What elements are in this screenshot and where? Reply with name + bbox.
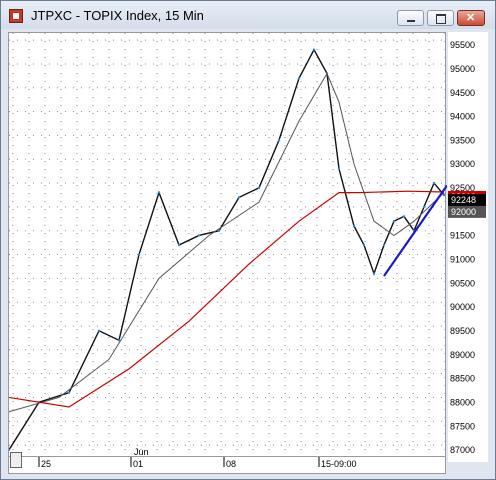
price-point [432, 181, 436, 185]
price-point [352, 224, 356, 228]
grid [9, 33, 447, 457]
y-tick-label: 94500 [450, 88, 475, 98]
minimize-button[interactable] [397, 10, 424, 26]
y-tick-label: 94000 [450, 112, 475, 122]
y-tick-label: 90000 [450, 302, 475, 312]
series-moving-average-long [8, 190, 445, 408]
x-month-label: Jun [134, 447, 149, 457]
y-tick-label: 95500 [450, 40, 475, 50]
y-tick-label: 91500 [450, 231, 475, 241]
y-tick-label: 87000 [450, 445, 475, 455]
price-point [297, 77, 301, 80]
price-point [157, 191, 161, 194]
price-point [312, 48, 316, 51]
y-tick-label: 95000 [450, 64, 475, 74]
price-point [392, 219, 396, 223]
price-label: 92248 [451, 195, 476, 205]
y-tick-label: 89000 [450, 350, 475, 360]
price-point [137, 253, 141, 256]
x-tick-label: 08 [226, 459, 236, 469]
price-chart[interactable]: Jun [7, 33, 448, 457]
price-point [117, 339, 121, 342]
price-point [337, 167, 341, 170]
x-tick-label: 25 [41, 459, 51, 469]
series-trendline [383, 184, 448, 277]
y-tick-label: 88000 [450, 397, 475, 407]
x-tick-label: 15-09:00 [321, 459, 357, 469]
y-tick-label: 89500 [450, 326, 475, 336]
price-point [422, 205, 426, 209]
price-point [402, 215, 406, 218]
price-label-box [448, 205, 486, 218]
price-point [257, 186, 261, 190]
price-point [382, 243, 386, 247]
y-tick-label: 90500 [450, 278, 475, 288]
price-point [197, 234, 201, 237]
price-point [217, 229, 221, 232]
price-point [67, 391, 71, 394]
x-axis-labels: 25 01 08 15-09:00 [38, 457, 357, 469]
app-icon[interactable] [9, 9, 23, 23]
price-point [442, 193, 446, 197]
close-button[interactable] [457, 10, 485, 26]
y-tick-label: 93500 [450, 135, 475, 145]
title-bar[interactable]: JTPXC - TOPIX Index, 15 Min [1, 1, 495, 29]
y-axis-labels: 87000 87500 88000 88500 89000 89500 90000 90500… [448, 40, 486, 455]
y-tick-label: 91000 [450, 255, 475, 265]
y-tick-label: 92500 [450, 183, 475, 193]
window-title: JTPXC - TOPIX Index, 15 Min [31, 8, 204, 23]
series-price [8, 48, 445, 451]
maximize-button[interactable] [427, 10, 454, 26]
price-point [277, 138, 281, 142]
price-point [372, 272, 376, 275]
price-label: 92000 [451, 207, 476, 217]
series-moving-average-short [8, 72, 445, 413]
y-tick-label: 88500 [450, 374, 475, 384]
price-point [237, 196, 241, 199]
price-point [97, 329, 101, 332]
scroll-handle[interactable] [10, 452, 22, 468]
price-point [362, 243, 366, 247]
price-point [177, 243, 181, 247]
x-tick-label: 01 [133, 459, 143, 469]
y-tick-label: 87500 [450, 421, 475, 431]
y-tick-label: 93000 [450, 159, 475, 169]
x-axis[interactable]: 25 01 08 15-09:00 [8, 456, 446, 474]
price-point [7, 448, 11, 452]
plot-area[interactable]: Jun [7, 32, 448, 462]
price-label-box [448, 194, 486, 207]
y-axis[interactable]: 87000 87500 88000 88500 89000 89500 90000 90500… [448, 32, 488, 462]
